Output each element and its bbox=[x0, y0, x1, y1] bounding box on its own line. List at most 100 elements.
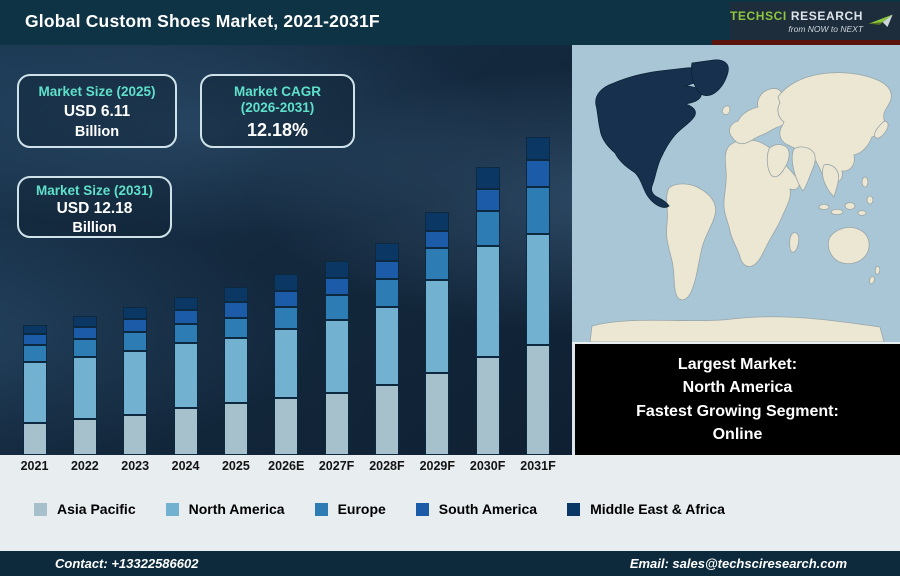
region-india bbox=[791, 146, 816, 192]
legend-item-middle-east-africa: Middle East & Africa bbox=[567, 501, 725, 517]
continent-antarctica bbox=[589, 316, 885, 342]
bar-segment-2029F-south-america bbox=[425, 231, 450, 248]
x-label-2029F: 2029F bbox=[419, 459, 456, 473]
techsci-logo: TechSci Research from NOW to NEXT bbox=[730, 2, 900, 40]
bar-segment-2024-europe bbox=[173, 324, 198, 343]
bar-segment-2029F-middle-east-africa bbox=[425, 212, 450, 231]
footer-bar: Contact: +13322586602 Email: sales@techs… bbox=[0, 551, 900, 576]
bar-2025 bbox=[223, 287, 248, 455]
legend-item-europe: Europe bbox=[314, 501, 386, 517]
bar-segment-2023-middle-east-africa bbox=[123, 307, 148, 319]
islands-new-zealand bbox=[869, 266, 881, 285]
stat-value: USD 12.18 bbox=[56, 200, 133, 217]
legend-swatch-icon bbox=[415, 502, 429, 516]
bar-segment-2027F-asia-pacific bbox=[324, 393, 349, 455]
bar-segment-2022-asia-pacific bbox=[72, 419, 97, 455]
legend-item-asia-pacific: Asia Pacific bbox=[34, 501, 136, 517]
bar-segment-2026E-middle-east-africa bbox=[274, 274, 299, 291]
logo-underline bbox=[712, 40, 900, 45]
region-indochina bbox=[822, 164, 839, 198]
world-map bbox=[572, 45, 900, 342]
bar-segment-2029F-north-america bbox=[425, 280, 450, 373]
bar-segment-2031F-europe bbox=[526, 187, 550, 234]
bar-segment-2029F-asia-pacific bbox=[425, 373, 450, 455]
island-japan bbox=[874, 121, 889, 139]
bar-segment-2031F-asia-pacific bbox=[526, 345, 550, 455]
logo-tagline: from NOW to NEXT bbox=[788, 23, 864, 34]
bar-segment-2024-north-america bbox=[173, 343, 198, 408]
bar-segment-2021-south-america bbox=[22, 334, 47, 345]
market-callout: Largest Market: North America Fastest Gr… bbox=[572, 344, 900, 455]
stat-box-market-size-2031: Market Size (2031) USD 12.18 Billion bbox=[17, 176, 172, 238]
x-label-2028F: 2028F bbox=[369, 459, 405, 473]
page-title: Global Custom Shoes Market, 2021-2031F bbox=[25, 11, 380, 31]
logo-text: TechSci Research from NOW to NEXT bbox=[730, 9, 863, 34]
legend-item-north-america: North America bbox=[165, 501, 285, 517]
island-madagascar bbox=[789, 232, 800, 253]
bar-segment-2030F-europe bbox=[475, 211, 500, 246]
bar-2022 bbox=[72, 316, 97, 455]
bar-segment-2026E-europe bbox=[274, 307, 299, 329]
bar-2028F bbox=[374, 243, 399, 455]
bar-2030F bbox=[475, 167, 500, 455]
bar-segment-2023-europe bbox=[123, 332, 148, 351]
callout-line-1: Largest Market: bbox=[677, 356, 798, 374]
bar-segment-2030F-asia-pacific bbox=[475, 357, 500, 455]
stat-unit: Billion bbox=[72, 220, 117, 236]
bar-segment-2027F-europe bbox=[324, 295, 349, 320]
bar-segment-2022-europe bbox=[72, 339, 97, 357]
legend-item-south-america: South America bbox=[415, 501, 538, 517]
bar-segment-2022-north-america bbox=[72, 357, 97, 419]
continent-south-america bbox=[666, 183, 717, 301]
island-britain bbox=[721, 105, 731, 115]
bar-segment-2025-asia-pacific bbox=[223, 403, 248, 455]
stat-value: USD 6.11 bbox=[63, 103, 131, 120]
bar-segment-2024-middle-east-africa bbox=[173, 297, 198, 310]
bar-segment-2025-europe bbox=[223, 318, 248, 338]
stat-value: 12.18% bbox=[246, 120, 309, 140]
bar-segment-2031F-south-america bbox=[526, 160, 550, 187]
bar-segment-2024-asia-pacific bbox=[173, 408, 198, 455]
x-label-2023: 2023 bbox=[121, 459, 150, 473]
legend-swatch-icon bbox=[567, 502, 581, 516]
bar-segment-2024-south-america bbox=[173, 310, 198, 324]
bar-segment-2026E-north-america bbox=[274, 329, 299, 398]
bar-segment-2028F-south-america bbox=[374, 261, 399, 279]
legend-label: Asia Pacific bbox=[57, 501, 136, 517]
legend-label: Europe bbox=[337, 501, 386, 517]
bar-segment-2021-europe bbox=[22, 345, 47, 362]
x-label-2021: 2021 bbox=[20, 459, 49, 473]
bar-segment-2028F-asia-pacific bbox=[374, 385, 399, 455]
bar-segment-2021-middle-east-africa bbox=[22, 325, 47, 334]
stat-title: Market Size (2025) bbox=[38, 84, 156, 99]
bar-segment-2030F-north-america bbox=[475, 246, 500, 357]
bar-segment-2031F-middle-east-africa bbox=[526, 137, 550, 160]
footer-email: Email: sales@techsciresearch.com bbox=[629, 556, 847, 571]
bar-2029F bbox=[425, 212, 450, 455]
stat-subtitle: (2026-2031) bbox=[240, 100, 315, 115]
bar-segment-2026E-asia-pacific bbox=[274, 398, 299, 455]
x-label-2022: 2022 bbox=[70, 459, 99, 473]
bar-segment-2031F-north-america bbox=[526, 234, 550, 345]
bar-segment-2027F-north-america bbox=[324, 320, 349, 393]
legend-label: South America bbox=[438, 501, 538, 517]
logo-brand-secondary: Research bbox=[790, 8, 864, 23]
header-bar: Global Custom Shoes Market, 2021-2031F T… bbox=[0, 0, 900, 45]
bar-segment-2030F-south-america bbox=[475, 189, 500, 211]
bar-segment-2028F-middle-east-africa bbox=[374, 243, 399, 261]
bar-2021 bbox=[22, 325, 47, 455]
stat-box-cagr: Market CAGR (2026-2031) 12.18% bbox=[200, 74, 355, 148]
chart-panel: Market Size (2025) USD 6.11 Billion Mark… bbox=[0, 45, 572, 455]
bar-segment-2025-north-america bbox=[223, 338, 248, 403]
bar-2027F bbox=[324, 261, 349, 455]
bars-layer bbox=[0, 45, 572, 455]
world-map-svg bbox=[572, 45, 900, 342]
x-axis-labels: 2021 2022 2023 2024 2025 2026E 2027F 2028F 2029F… bbox=[0, 459, 572, 481]
islands-southeast-asia bbox=[818, 176, 874, 216]
bar-segment-2026E-south-america bbox=[274, 291, 299, 307]
callout-line-4: Online bbox=[712, 425, 763, 443]
bar-2023 bbox=[123, 307, 148, 455]
callout-line-2: North America bbox=[682, 379, 793, 397]
x-label-2026E: 2026E bbox=[268, 459, 305, 473]
